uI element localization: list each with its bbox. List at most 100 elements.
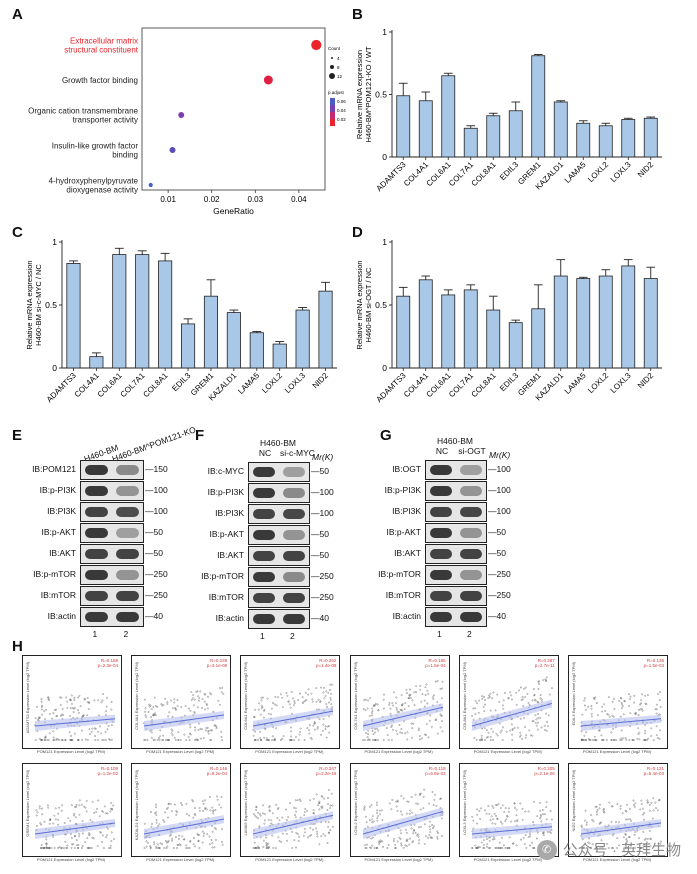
scatter-point [330,698,333,701]
scatter-point [470,714,473,717]
scatter-point [402,846,405,849]
scatter-point [594,806,597,808]
scatter-point [61,804,63,807]
scatter-panel: R=0.165 p=1.6e-04 COL7A1 Expression Level… [349,655,450,749]
scatter-point [213,846,216,849]
scatter-point [532,821,534,823]
scatter-point [192,816,195,819]
scatter-point [72,843,75,846]
scatter-point [308,729,311,732]
scatter-point [490,815,493,818]
scatter-point [522,687,525,690]
antibody-label: IB:p-PI3K [39,485,76,495]
scatter-point [166,845,169,848]
scatter-point [111,738,113,741]
scatter-point [432,804,435,806]
y-axis-label: Relative mRNA expression H460-BM si-OGT /… [355,260,373,349]
scatter-point [370,714,373,717]
scatter-point [327,825,330,828]
scatter-point [411,840,414,843]
scatter-point [529,734,532,737]
scatter-point [175,739,177,741]
scatter-point [60,696,63,699]
scatter-point [147,711,150,713]
scatter-point [619,807,622,810]
scatter-point [306,727,309,729]
bar [553,101,568,158]
scatter-point [36,705,38,708]
scatter-point [172,707,174,710]
scatter-point [40,739,43,741]
scatter-x-label: POM121 Expression Level (log2 TPM) [582,857,652,862]
scatter-point [290,726,293,729]
scatter-point [155,806,158,809]
scatter-point [402,797,405,800]
scatter-point [408,694,410,697]
scatter-point [91,800,94,803]
scatter-point [98,815,101,818]
scatter-point [535,724,538,727]
scatter-point [528,833,531,835]
scatter-point [376,819,378,822]
mw-marker: —50 [145,527,163,537]
scatter-point [422,795,425,798]
scatter-point [540,700,543,703]
scatter-point [253,813,256,815]
scatter-point [396,809,398,812]
scatter-point [320,733,323,736]
scatter-point [397,711,400,713]
protein-band [85,528,108,538]
scatter-point [155,811,158,814]
scatter-point [659,691,661,693]
scatter-point [267,697,269,700]
scatter-point [400,704,403,706]
scatter-point [93,812,96,814]
scatter-point [164,811,167,814]
scatter-point [621,812,624,815]
protein-band [283,551,305,561]
scatter-point [486,843,488,846]
x-tick-label: COL8A1 [470,371,498,399]
bar [396,295,411,369]
scatter-point [253,716,256,718]
scatter-point [627,818,629,821]
scatter-point [218,803,221,806]
mw-title: Mr(K) [312,452,334,462]
protein-band [253,488,275,498]
bar [249,332,264,369]
scatter-panel: R=0.118 p=6.8e-03 LOXL2 Expression Level … [349,763,450,857]
scatter-point [496,734,499,737]
scatter-point [85,810,88,813]
scatter-point [613,698,615,700]
scatter-point [650,801,653,804]
scatter-point [510,694,512,697]
dot-plot-frame [141,27,326,191]
term-dot [148,182,153,188]
mw-marker: —100 [488,485,511,495]
y-tick-label: 1 [382,237,387,247]
scatter-point [69,707,72,709]
legend-padj-swatch [330,112,335,119]
scatter-point [221,687,224,689]
scatter-point [509,691,511,694]
protein-band [116,549,139,559]
scatter-point [310,736,312,739]
scatter-point [165,847,168,849]
scatter-point [93,699,96,702]
scatter-point [299,733,301,736]
scatter-point [154,739,156,741]
regression-line [580,822,662,835]
scatter-point [155,705,157,707]
scatter-point [173,698,176,701]
scatter-point [201,698,204,701]
scatter-point [59,696,62,699]
scatter-point [658,737,661,740]
scatter-point [91,847,93,849]
scatter-point [217,798,219,801]
scatter-point [74,706,76,709]
scatter-point [524,686,527,689]
scatter-point [291,739,294,741]
blot-strip [248,546,310,566]
scatter-point [44,735,47,738]
scatter-point [54,807,57,810]
